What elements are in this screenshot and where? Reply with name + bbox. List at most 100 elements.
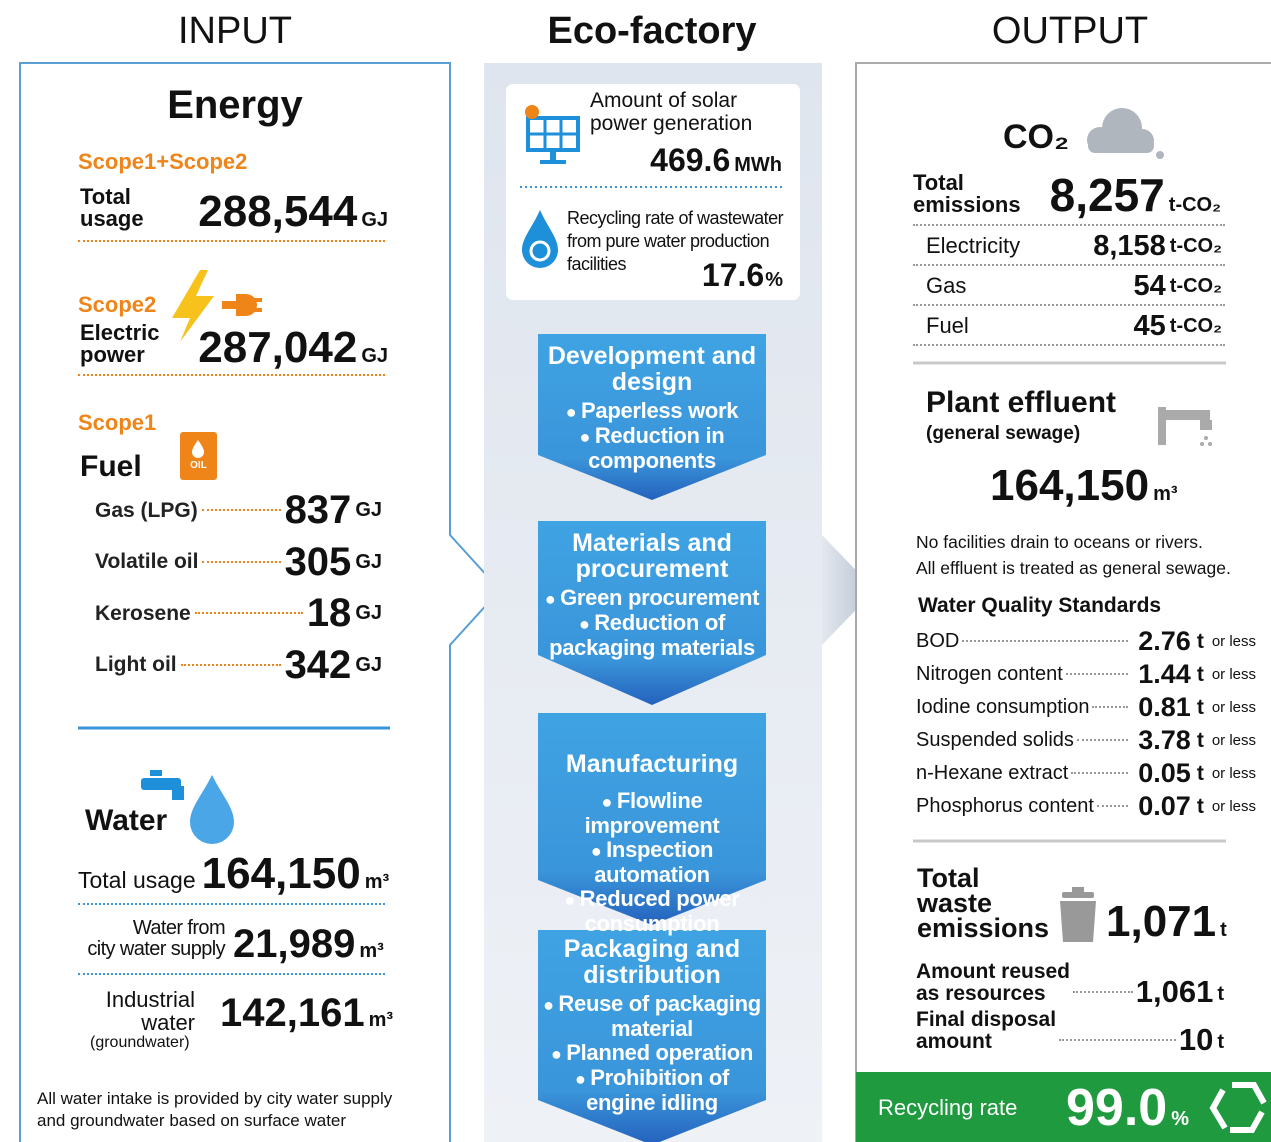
unit: m³ [359, 940, 384, 962]
fuel-row: Kerosene 18 GJ [95, 591, 382, 635]
label: Total usage [80, 184, 144, 231]
leader [1059, 1039, 1176, 1041]
label: Light oil [95, 653, 177, 676]
heading: OUTPUT [991, 10, 1149, 52]
label: Nitrogen content [916, 663, 1063, 685]
subtitle: (general sewage) [926, 423, 1081, 444]
leader [1071, 772, 1128, 774]
leader [962, 640, 1128, 642]
faucet-icon [141, 770, 184, 800]
standard-row: Nitrogen content 1.44 t or less [916, 658, 1256, 690]
stage-item: Reduction of packaging materials [538, 611, 766, 660]
leader [1073, 991, 1133, 993]
suffix: or less [1211, 665, 1256, 683]
label: Phosphorus content [916, 795, 1094, 817]
stage: Manufacturing Flowline improvementInspect… [538, 733, 766, 936]
suffix: or less [1211, 764, 1256, 782]
value: 3.78 [1138, 724, 1191, 755]
leader [202, 560, 281, 563]
value: 2.76 [1138, 625, 1191, 656]
divider [913, 224, 1225, 226]
value: 287,042 [198, 323, 358, 372]
lightning-icon [172, 270, 214, 342]
stage-item: Inspection automation [538, 838, 766, 887]
drop-icon [190, 775, 234, 844]
value: 21,989 [233, 922, 356, 966]
waste-title: Total waste emissions [917, 863, 1050, 943]
unit: % [765, 269, 783, 291]
stage-item: Reuse of packaging material [538, 992, 766, 1041]
label: n-Hexane extract [916, 762, 1069, 784]
water-title: Water [85, 804, 168, 837]
label: Gas (LPG) [95, 498, 198, 522]
unit: t [1220, 919, 1227, 941]
value: 164,150 [201, 849, 361, 898]
value: 45 [1133, 309, 1166, 342]
label: Electric power [80, 320, 160, 367]
unit: % [1171, 1108, 1190, 1130]
value: 54 [1133, 269, 1166, 302]
co2-row: Gas 54 t-CO₂ [926, 270, 1222, 302]
scope-label: Scope2 [78, 292, 157, 317]
unit: t [1196, 728, 1204, 752]
stage-title: Manufacturing [565, 750, 739, 778]
label: Kerosene [95, 601, 191, 625]
unit: m³ [364, 871, 390, 893]
arrow [822, 535, 875, 645]
unit: m³ [1153, 483, 1178, 505]
suffix: or less [1211, 797, 1256, 815]
unit: t [1196, 629, 1204, 653]
value: 18 [306, 591, 352, 635]
unit: GJ [355, 550, 382, 573]
unit: GJ [361, 345, 388, 367]
stage-item: Planned operation [538, 1041, 766, 1066]
drop-icon [522, 210, 558, 268]
fuel-row: Light oil 342 GJ [95, 643, 382, 687]
label: Volatile oil [95, 550, 199, 573]
co2-row: Electricity 8,158 t-CO₂ [926, 230, 1222, 262]
oil-icon [180, 432, 217, 480]
stage: Materials and procurement Green procureme… [538, 530, 766, 660]
label: Recycling rate [878, 1095, 1018, 1120]
standard-row: BOD 2.76 t or less [916, 625, 1256, 657]
standard-row: Suspended solids 3.78 t or less [916, 724, 1256, 756]
value: 142,161 [220, 991, 365, 1035]
value: 1,071 [1106, 897, 1217, 946]
co2-row: Fuel 45 t-CO₂ [926, 310, 1222, 342]
value: 164,150 [990, 461, 1150, 510]
stage: Packaging and distributionReuse of packa… [538, 936, 766, 1115]
label: Amount reused as resources [916, 960, 1071, 1005]
value: 8,257 [1049, 169, 1165, 221]
solar-icon [525, 105, 580, 164]
leader [194, 612, 303, 614]
unit: m³ [368, 1009, 394, 1031]
unit: t [1196, 695, 1204, 719]
note: (groundwater) [90, 1034, 190, 1051]
divider [913, 304, 1225, 306]
leader [1065, 673, 1128, 675]
value: 1,061 [1135, 973, 1214, 1009]
recycle-icon [1209, 1082, 1267, 1133]
unit: t [1196, 662, 1204, 686]
label: Iodine consumption [916, 696, 1090, 718]
value: 342 [284, 642, 352, 687]
stage-item: Green procurement [538, 586, 766, 611]
value: 8,158 [1093, 229, 1166, 262]
value: 17.6 [701, 257, 765, 293]
label: Fuel [80, 450, 142, 483]
standard-row: n-Hexane extract 0.05 t or less [916, 757, 1256, 789]
stage-item: Flowline improvement [538, 789, 766, 838]
label: BOD [916, 630, 960, 652]
label: Water from city water supply [87, 917, 225, 960]
unit: GJ [355, 602, 382, 624]
unit: t-CO₂ [1169, 235, 1222, 257]
co2-title: CO₂ [1003, 118, 1070, 156]
value: 10 [1178, 1021, 1214, 1057]
label: Industrial water [105, 987, 195, 1035]
divider [78, 240, 385, 242]
unit: t-CO₂ [1169, 315, 1222, 337]
suffix: or less [1211, 632, 1256, 650]
note: All water intake is provided by city wat… [37, 1089, 393, 1130]
stage-item: Reduction in components [538, 424, 766, 473]
